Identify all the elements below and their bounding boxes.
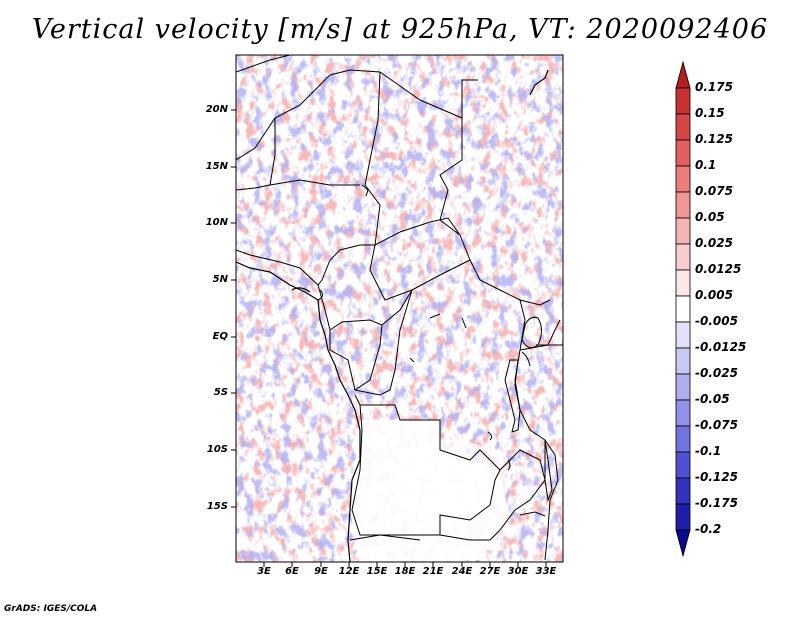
colorbar-label: 0.1 xyxy=(695,158,717,172)
colorbar-label: -0.0125 xyxy=(695,340,747,354)
lon-label-30e: 30E xyxy=(507,566,529,577)
colorbar-box xyxy=(675,243,691,271)
map-frame xyxy=(235,54,564,563)
colorbar-box xyxy=(675,269,691,297)
colorbar-box xyxy=(675,529,691,558)
lat-label-10s: 10S xyxy=(206,444,228,455)
colorbar-label: 0.15 xyxy=(695,106,725,120)
colorbar-box xyxy=(675,217,691,245)
colorbar-label: -0.005 xyxy=(695,314,738,328)
velocity-field xyxy=(236,55,563,562)
lon-label-18e: 18E xyxy=(394,566,416,577)
colorbar-box xyxy=(675,87,691,115)
colorbar-box xyxy=(675,139,691,167)
country-borders xyxy=(236,55,563,561)
colorbar-box xyxy=(675,113,691,141)
colorbar-box xyxy=(675,399,691,427)
lon-label-6e: 6E xyxy=(285,566,299,577)
lat-label-15s: 15S xyxy=(206,501,228,512)
lon-label-27e: 27E xyxy=(479,566,501,577)
lakes xyxy=(317,184,553,517)
colorbar-label: -0.025 xyxy=(695,366,738,380)
colorbar-box xyxy=(675,165,691,193)
colorbar-box xyxy=(675,451,691,479)
colorbar-box xyxy=(675,60,691,89)
lon-label-24e: 24E xyxy=(451,566,473,577)
lon-label-33e: 33E xyxy=(535,566,557,577)
coastline xyxy=(236,69,549,562)
colorbar-label: -0.125 xyxy=(695,470,738,484)
colorbar-box xyxy=(675,373,691,401)
grads-credit: GrADS: IGES/COLA xyxy=(4,604,98,614)
colorbar-label: -0.1 xyxy=(695,444,722,458)
lat-label-5s: 5S xyxy=(213,387,228,398)
colorbar xyxy=(675,60,691,558)
colorbar-box xyxy=(675,425,691,453)
colorbar-label: 0.05 xyxy=(695,210,725,224)
colorbar-label: -0.2 xyxy=(695,522,722,536)
colorbar-label: 0.125 xyxy=(695,132,733,146)
colorbar-box xyxy=(675,295,691,323)
lon-label-21e: 21E xyxy=(422,566,444,577)
lat-label-eq: EQ xyxy=(212,331,228,342)
colorbar-label: 0.175 xyxy=(695,80,733,94)
lon-label-15e: 15E xyxy=(366,566,388,577)
lat-label-20n: 20N xyxy=(205,104,228,115)
colorbar-box xyxy=(675,477,691,505)
axis-ticks xyxy=(231,109,547,567)
colorbar-label: -0.05 xyxy=(695,392,730,406)
colorbar-label: 0.025 xyxy=(695,236,733,250)
colorbar-label: -0.175 xyxy=(695,496,738,510)
lat-label-15n: 15N xyxy=(205,161,228,172)
colorbar-label: 0.0125 xyxy=(695,262,742,276)
colorbar-box xyxy=(675,321,691,349)
lat-label-5n: 5N xyxy=(212,274,228,285)
lon-label-12e: 12E xyxy=(338,566,360,577)
colorbar-label: -0.075 xyxy=(695,418,738,432)
lon-label-3e: 3E xyxy=(257,566,271,577)
map-title: Vertical velocity [m/s] at 925hPa, VT: 2… xyxy=(31,14,769,45)
colorbar-label: 0.075 xyxy=(695,184,733,198)
lon-label-9e: 9E xyxy=(314,566,328,577)
colorbar-box xyxy=(675,191,691,219)
lat-label-10n: 10N xyxy=(205,217,228,228)
colorbar-box xyxy=(675,347,691,375)
colorbar-label: 0.005 xyxy=(695,288,733,302)
colorbar-box xyxy=(675,503,691,531)
